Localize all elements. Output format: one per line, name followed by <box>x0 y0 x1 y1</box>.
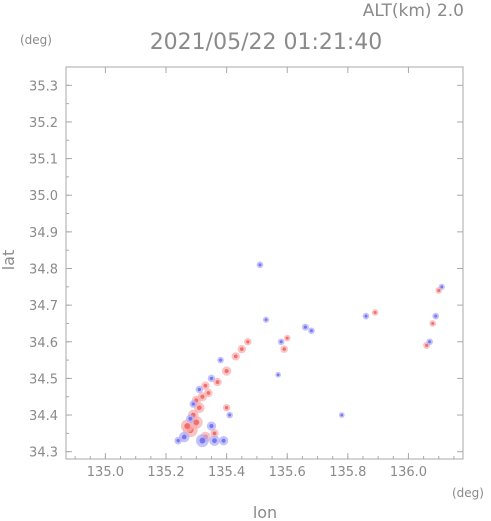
data-point-core <box>212 438 217 444</box>
x-tick-label: 135.6 <box>269 465 306 480</box>
data-point-core <box>303 325 308 329</box>
data-point-core <box>199 437 206 444</box>
y-tick-label: 35.1 <box>29 153 58 168</box>
data-point-core <box>431 321 435 325</box>
data-point-core <box>219 358 223 362</box>
y-tick-label: 34.5 <box>29 372 58 387</box>
data-point-core <box>285 336 289 340</box>
x-axis: 135.0 135.2 135.4 135.6 135.8 136.0 <box>74 67 455 480</box>
data-point-core <box>193 419 200 426</box>
data-point-core <box>176 438 180 443</box>
y-axis: 34.3 34.4 34.5 34.6 34.7 34.8 34.9 35.0 35.1 35.2… <box>29 66 463 461</box>
data-point-core <box>276 373 280 377</box>
y-tick-label: 34.3 <box>29 446 58 461</box>
data-point-core <box>434 314 438 318</box>
data-point-core <box>200 394 205 399</box>
data-point-core <box>228 413 232 417</box>
data-point-core <box>437 288 441 292</box>
data-point-core <box>224 406 229 410</box>
data-point-core <box>340 413 344 417</box>
plot-frame <box>65 66 464 460</box>
x-tick-label: 135.2 <box>147 465 184 480</box>
data-point-core <box>428 340 432 344</box>
y-unit-label: (deg) <box>20 33 52 47</box>
y-axis-label: lat <box>0 250 18 271</box>
data-point-core <box>181 434 187 440</box>
data-point-core <box>184 423 191 429</box>
altitude-label: ALT(km) 2.0 <box>363 1 464 21</box>
data-point-core <box>203 383 208 388</box>
data-point-core <box>224 368 229 374</box>
y-tick-label: 34.8 <box>29 262 58 277</box>
data-point-core <box>279 340 283 344</box>
data-point-core <box>258 263 262 267</box>
data-point-core <box>221 438 226 443</box>
data-point-core <box>239 347 244 351</box>
data-point-core <box>196 405 202 411</box>
data-point-core <box>440 285 444 289</box>
data-point-core <box>209 376 214 381</box>
plot-points <box>174 261 445 448</box>
data-point-core <box>188 416 193 421</box>
data-point-core <box>364 314 368 318</box>
y-tick-label: 34.6 <box>29 336 58 351</box>
y-tick-label: 35.0 <box>29 189 58 204</box>
data-point-core <box>191 402 195 406</box>
data-point-core <box>246 340 250 344</box>
data-point-core <box>264 318 268 322</box>
y-tick-label: 34.7 <box>29 299 58 314</box>
data-point-core <box>209 423 214 429</box>
x-axis-label: lon <box>253 503 277 521</box>
data-point-core <box>197 387 202 392</box>
data-point-core <box>282 347 286 351</box>
data-point-core <box>425 343 429 348</box>
y-tick-label: 35.3 <box>29 79 58 94</box>
y-tick-label: 34.9 <box>29 226 58 241</box>
data-point-core <box>233 354 238 359</box>
data-point-core <box>206 391 211 395</box>
data-point-core <box>212 431 217 436</box>
data-point-core <box>309 329 313 333</box>
y-tick-label: 34.4 <box>29 409 58 424</box>
x-tick-label: 135.4 <box>208 465 245 480</box>
data-point-core <box>215 380 220 384</box>
y-tick-label: 35.2 <box>29 116 58 131</box>
x-unit-label: (deg) <box>452 486 484 500</box>
chart-title: 2021/05/22 01:21:40 <box>150 30 383 55</box>
x-tick-label: 135.8 <box>329 465 366 480</box>
x-tick-label: 135.0 <box>87 465 124 480</box>
x-tick-label: 136.0 <box>390 465 427 480</box>
data-point-core <box>373 310 377 314</box>
